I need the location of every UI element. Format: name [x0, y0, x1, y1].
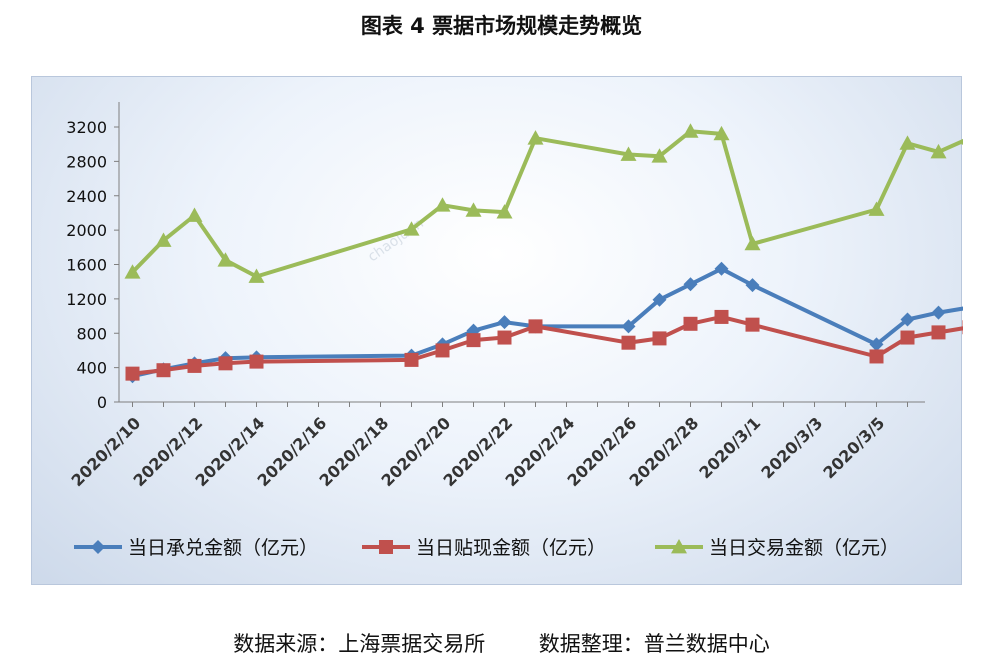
- series-2-point: [652, 331, 667, 346]
- series-3-point: [186, 207, 203, 222]
- series-2-point: [125, 366, 140, 381]
- series-2-point: [404, 352, 419, 367]
- series-2-point: [249, 354, 264, 369]
- series-2-point: [869, 349, 884, 364]
- series-3-point: [961, 141, 963, 145]
- series-3-point: [713, 125, 730, 141]
- series-2-point: [962, 320, 963, 335]
- legend-label-2: 当日贴现金额（亿元）: [416, 537, 606, 559]
- series-3-point: [682, 123, 699, 138]
- series-2-point: [156, 363, 171, 378]
- series-3-point: [248, 268, 265, 283]
- series-2-point: [745, 317, 760, 332]
- x-tick-label: 2020/3/3: [757, 413, 826, 482]
- y-tick-label: 2800: [66, 152, 107, 171]
- series-3-point: [496, 204, 513, 219]
- y-tick-label: 400: [76, 359, 107, 378]
- series-1-point: [745, 278, 760, 293]
- series-2-point: [900, 330, 915, 345]
- series-1-point: [497, 315, 512, 330]
- series-3-point: [155, 232, 172, 247]
- series-3-point: [527, 130, 544, 145]
- legend-label-3: 当日交易金额（亿元）: [709, 537, 899, 559]
- series-2-point: [621, 335, 636, 350]
- series-3-point: [124, 264, 141, 279]
- y-tick-label: 0: [97, 393, 107, 412]
- series-1-point: [900, 312, 915, 327]
- x-tick-label: 2020/3/5: [819, 413, 888, 482]
- series-3-point: [744, 235, 761, 251]
- chart-title: 图表 4 票据市场规模走势概览: [360, 14, 643, 38]
- series-1-point: [621, 319, 636, 334]
- series-2-point: [683, 316, 698, 331]
- series-2-point: [714, 309, 729, 324]
- legend-marker-3: [671, 539, 687, 554]
- series-3-point: [930, 143, 947, 159]
- y-tick-label: 800: [76, 324, 107, 343]
- legend-label-1: 当日承兑金额（亿元）: [128, 537, 318, 559]
- series-2-point: [528, 319, 543, 334]
- series-line-3: [131, 129, 963, 279]
- chart-area: chaojuan 0 400 800 1200 1600 2000 2400 2800 3200 2…: [31, 76, 963, 585]
- series-1-point: [714, 261, 729, 276]
- series-2-point: [187, 358, 202, 373]
- series-1-point: [962, 306, 963, 308]
- chart-svg: chaojuan04008001200160020002400280032002…: [66, 102, 963, 559]
- y-tick-label: 2400: [66, 187, 107, 206]
- series-3-point: [651, 148, 668, 163]
- series-3-point: [899, 135, 916, 150]
- series-1-point: [652, 292, 667, 307]
- series-1-point: [931, 305, 946, 320]
- series-3-point: [217, 252, 234, 267]
- series-3-point: [434, 197, 451, 212]
- y-tick-label: 1600: [66, 256, 107, 275]
- x-tick-label: 2020/3/1: [695, 413, 764, 482]
- series-2-point: [218, 356, 233, 371]
- series-1-point: [683, 277, 698, 292]
- series-3-point: [465, 202, 482, 217]
- y-tick-label: 1200: [66, 290, 107, 309]
- y-tick-label: 3200: [66, 118, 107, 137]
- y-tick-label: 2000: [66, 221, 107, 240]
- legend-marker-2: [379, 540, 393, 554]
- series-3-point: [403, 221, 420, 236]
- series-3-point: [620, 146, 637, 161]
- series-1-point: [869, 337, 884, 352]
- series-3-point: [868, 201, 885, 216]
- series-2-point: [435, 343, 450, 358]
- legend-marker-1: [91, 540, 105, 554]
- series-2-point: [497, 330, 512, 345]
- series-2-point: [466, 333, 481, 348]
- series-2-point: [931, 325, 946, 340]
- source-note: 数据来源：上海票据交易所 数据整理：普兰数据中心: [233, 632, 770, 656]
